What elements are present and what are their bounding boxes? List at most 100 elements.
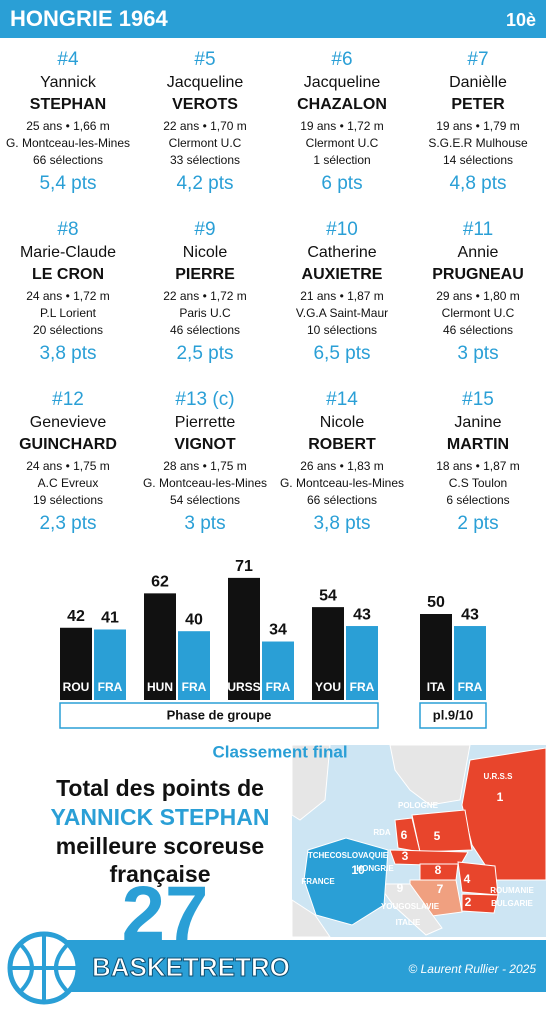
- country-rank: 6: [401, 828, 408, 842]
- player-info: 26 ans • 1,83 m: [300, 459, 384, 473]
- player-club: Clermont U.C: [442, 306, 515, 320]
- player-club: G. Montceau-les-Mines: [6, 136, 130, 150]
- player-last-name: PETER: [451, 96, 505, 113]
- player-last-name: GUINCHARD: [19, 436, 117, 453]
- bar: [178, 631, 210, 700]
- player-points: 4,2 pts: [176, 173, 233, 194]
- player-selections: 14 sélections: [443, 153, 513, 167]
- player-club: G. Montceau-les-Mines: [280, 476, 404, 490]
- map-land: [389, 744, 471, 806]
- map-country: [303, 837, 389, 926]
- player-selections: 54 sélections: [170, 493, 240, 507]
- player-selections: 6 sélections: [446, 493, 509, 507]
- player-selections: 46 sélections: [170, 323, 240, 337]
- country-name: POLOGNE: [398, 801, 439, 810]
- player-number: #8: [57, 219, 78, 240]
- player-selections: 33 sélections: [170, 153, 240, 167]
- map-country: [411, 809, 473, 853]
- player-club: A.C Evreux: [38, 476, 99, 490]
- player-selections: 20 sélections: [33, 323, 103, 337]
- player-info: 18 ans • 1,87 m: [436, 459, 520, 473]
- country-name: U.R.S.S: [484, 772, 514, 781]
- player-club: Paris U.C: [179, 306, 231, 320]
- player-number: #15: [462, 389, 494, 410]
- bar-label: FRA: [350, 680, 375, 694]
- player-points: 3 pts: [184, 513, 225, 534]
- bar: [262, 641, 294, 700]
- player-last-name: STEPHAN: [30, 96, 106, 113]
- player-info: 25 ans • 1,66 m: [26, 119, 110, 133]
- bar-label: HUN: [147, 680, 173, 694]
- player-first-name: Marie-Claude: [20, 244, 116, 261]
- player-selections: 19 sélections: [33, 493, 103, 507]
- map-country: [377, 883, 443, 936]
- player-selections: 1 sélection: [313, 153, 370, 167]
- player-points: 2,3 pts: [39, 513, 96, 534]
- value-label: 43: [461, 606, 479, 623]
- scorer-total: 27: [122, 870, 209, 958]
- player-first-name: Genevieve: [30, 414, 107, 431]
- country-rank: 1: [497, 790, 504, 804]
- country-name: HONGRIE: [356, 864, 394, 873]
- scorer-text: Total des points de: [56, 775, 264, 801]
- brand: BASKETRETRO: [92, 952, 290, 982]
- player-first-name: Jacqueline: [167, 74, 244, 91]
- country-name: TCHECOSLOVAQUIE: [308, 851, 389, 860]
- country-rank: 8: [435, 863, 442, 877]
- player-club: Clermont U.C: [306, 136, 379, 150]
- player-number: #13 (c): [175, 389, 234, 410]
- player-points: 3,8 pts: [39, 343, 96, 364]
- country-name: YOUGOSLAVIE: [381, 902, 440, 911]
- header-bar: [0, 0, 546, 38]
- player-first-name: Jacqueline: [304, 74, 381, 91]
- country-rank: 3: [402, 849, 409, 863]
- ranking-title: Classement final: [212, 742, 347, 761]
- bar: [454, 626, 486, 700]
- player-selections: 66 sélections: [33, 153, 103, 167]
- player-club: C.S Toulon: [449, 476, 507, 490]
- value-label: 43: [353, 606, 371, 623]
- player-selections: 46 sélections: [443, 323, 513, 337]
- player-selections: 66 sélections: [307, 493, 377, 507]
- bar: [420, 614, 452, 700]
- player-club: S.G.E.R Mulhouse: [428, 136, 528, 150]
- bar-label: ROU: [63, 680, 90, 694]
- player-club: P.L Lorient: [40, 306, 97, 320]
- player-last-name: LE CRON: [32, 266, 104, 283]
- value-label: 54: [319, 587, 337, 604]
- player-info: 24 ans • 1,72 m: [26, 289, 110, 303]
- phase-box: [419, 702, 487, 729]
- value-label: 40: [185, 611, 203, 628]
- bar-label: YOU: [315, 680, 341, 694]
- bar-label: ITA: [427, 680, 446, 694]
- player-club: G. Montceau-les-Mines: [143, 476, 267, 490]
- player-last-name: ROBERT: [308, 436, 376, 453]
- country-name: ROUMANIE: [490, 886, 534, 895]
- bar-label: URSS: [227, 680, 260, 694]
- map-land: [291, 899, 331, 938]
- player-last-name: AUXIETRE: [302, 266, 383, 283]
- header-title: HONGRIE 1964: [10, 6, 168, 31]
- player-last-name: PRUGNEAU: [432, 266, 524, 283]
- bar: [228, 577, 260, 700]
- player-first-name: Janine: [454, 414, 501, 431]
- header-rank: 10è: [506, 10, 536, 30]
- country-rank: 5: [434, 829, 441, 843]
- player-number: #4: [57, 49, 79, 70]
- player-first-name: Yannick: [40, 74, 97, 91]
- map-country: [461, 893, 499, 914]
- player-first-name: Catherine: [307, 244, 376, 261]
- map: [291, 744, 546, 938]
- ball-lines: [10, 934, 78, 1002]
- player-first-name: Nicole: [320, 414, 365, 431]
- player-points: 3,8 pts: [313, 513, 370, 534]
- value-label: 41: [101, 610, 119, 627]
- country-rank: 10: [351, 863, 365, 877]
- player-points: 6,5 pts: [313, 343, 370, 364]
- player-info: 22 ans • 1,72 m: [163, 289, 247, 303]
- bar-label: FRA: [458, 680, 483, 694]
- player-last-name: CHAZALON: [297, 96, 387, 113]
- country-name: FRANCE: [301, 877, 335, 886]
- player-number: #9: [194, 219, 215, 240]
- player-points: 2,5 pts: [176, 343, 233, 364]
